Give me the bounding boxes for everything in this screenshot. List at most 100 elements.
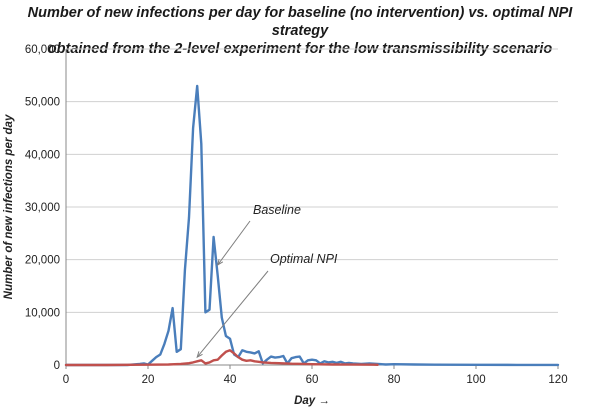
data-point xyxy=(163,343,166,345)
data-point xyxy=(278,362,281,364)
data-point xyxy=(331,361,334,363)
data-point xyxy=(303,363,305,365)
data-point xyxy=(282,355,285,357)
data-point xyxy=(151,359,153,362)
data-point xyxy=(212,359,215,362)
data-point xyxy=(249,359,252,362)
data-point xyxy=(167,329,170,332)
data-point xyxy=(290,357,293,359)
data-point xyxy=(188,362,190,364)
data-point xyxy=(376,364,379,366)
data-point xyxy=(253,360,256,363)
data-point xyxy=(65,364,67,366)
x-tick-label: 100 xyxy=(466,374,485,386)
data-point xyxy=(385,363,387,366)
data-point xyxy=(159,353,162,356)
data-point xyxy=(270,355,272,358)
data-point xyxy=(196,85,198,87)
y-tick-label: 50,000 xyxy=(25,97,60,109)
x-axis-label: Day → xyxy=(294,395,330,407)
data-point xyxy=(180,363,182,365)
data-point xyxy=(180,348,182,351)
data-point xyxy=(413,363,416,366)
x-tick-label: 120 xyxy=(548,374,567,386)
data-point xyxy=(237,356,239,358)
data-point xyxy=(339,361,342,363)
data-point xyxy=(274,356,276,359)
x-tick-label: 40 xyxy=(224,374,237,386)
data-point xyxy=(225,351,227,353)
data-point xyxy=(245,351,248,353)
data-point xyxy=(208,361,211,364)
annotation-arrow-head xyxy=(216,258,224,266)
data-point xyxy=(331,363,334,366)
data-point xyxy=(175,351,178,353)
annotation-label: Optimal NPI xyxy=(270,252,338,266)
data-point xyxy=(204,362,207,365)
data-point xyxy=(192,361,194,364)
data-point xyxy=(253,352,256,355)
x-tick-label: 60 xyxy=(306,374,319,386)
data-point xyxy=(372,363,375,366)
data-point xyxy=(233,352,235,355)
data-point xyxy=(167,363,170,366)
data-point xyxy=(200,359,203,362)
data-point xyxy=(434,363,436,366)
data-point xyxy=(557,364,559,366)
data-point xyxy=(262,361,264,364)
annotation-arrow-line xyxy=(196,270,269,358)
y-tick-label: 30,000 xyxy=(25,202,60,214)
y-axis-label: Number of new infections per day xyxy=(3,114,15,299)
data-point xyxy=(348,362,350,364)
data-point xyxy=(229,349,231,352)
data-point xyxy=(106,364,108,366)
data-point xyxy=(216,358,219,361)
data-point xyxy=(184,269,186,272)
data-point xyxy=(216,274,219,277)
data-point xyxy=(171,307,174,309)
data-point xyxy=(298,355,301,358)
data-point xyxy=(393,363,395,366)
data-point xyxy=(311,363,313,366)
data-point xyxy=(200,143,203,145)
data-point xyxy=(266,358,268,361)
data-point xyxy=(516,364,518,366)
chart-title-line-1: Number of new infections per day for bas… xyxy=(27,5,573,39)
y-tick-label: 40,000 xyxy=(25,149,60,161)
data-point xyxy=(307,359,309,362)
x-tick-label: 80 xyxy=(388,374,401,386)
y-tick-label: 10,000 xyxy=(25,307,60,319)
data-point xyxy=(294,356,297,358)
data-point xyxy=(290,362,293,365)
x-tick-label: 20 xyxy=(142,374,155,386)
x-tick-label: 0 xyxy=(63,374,69,386)
data-point xyxy=(229,337,231,340)
data-point xyxy=(212,236,215,238)
data-point xyxy=(249,351,252,354)
data-point xyxy=(335,362,338,364)
y-tick-label: 0 xyxy=(54,360,60,372)
annotation-arrow-head xyxy=(196,351,203,359)
data-point xyxy=(241,349,244,352)
y-tick-label: 20,000 xyxy=(25,255,60,267)
data-point xyxy=(196,360,198,363)
data-point xyxy=(225,335,227,337)
data-point xyxy=(204,311,207,314)
data-point xyxy=(257,350,260,353)
data-point xyxy=(221,316,223,319)
annotation-label: Baseline xyxy=(253,203,301,217)
annotation-arrow-line xyxy=(217,220,251,266)
data-point xyxy=(475,364,477,366)
data-point xyxy=(257,361,260,363)
y-tick-label: 60,000 xyxy=(25,44,60,56)
data-point xyxy=(147,363,149,366)
data-point xyxy=(241,358,244,361)
data-point xyxy=(192,127,194,129)
data-point xyxy=(278,356,281,358)
data-point xyxy=(352,363,354,366)
data-point xyxy=(221,354,223,357)
data-point xyxy=(245,359,248,362)
data-point xyxy=(270,362,272,364)
